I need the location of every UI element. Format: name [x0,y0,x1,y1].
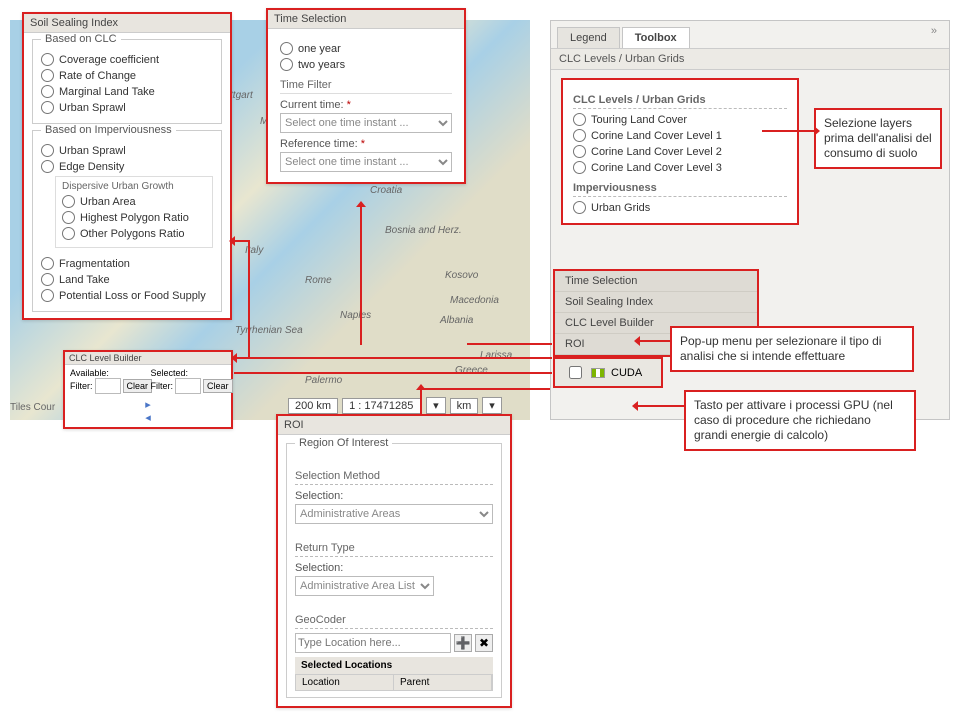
cuda-checkbox[interactable] [569,366,582,379]
geocoder-input[interactable] [295,633,451,653]
select-method[interactable]: Administrative Areas [295,504,493,524]
roi-panel: ROI Region Of Interest Selection Method … [276,414,512,708]
map-label: Albania [440,315,473,326]
tab-legend[interactable]: Legend [557,27,620,48]
breadcrumb: CLC Levels / Urban Grids [551,48,949,70]
radio-urban-grids[interactable]: Urban Grids [573,201,787,214]
radio-corine1[interactable]: Corine Land Cover Level 1 [573,129,787,142]
map-label: Palermo [305,375,342,386]
scale-bar: 200 km 1 : 17471285 ▾ km ▾ [288,397,502,414]
callout-layers: Selezione layers prima dell'analisi del … [814,108,942,169]
panel-title: ROI [278,416,510,435]
radio-potloss[interactable]: Potential Loss or Food Supply [41,289,213,302]
label-current-time: Current time: [280,99,452,111]
radio-rate[interactable]: Rate of Change [41,69,213,82]
label-sel-method: Selection Method [295,468,493,485]
map-label: Naples [340,310,371,321]
map-label: Macedonia [450,295,499,306]
expand-icon[interactable]: » [931,25,937,37]
tab-bar: Legend Toolbox [551,21,949,48]
clear-available-button[interactable]: Clear [123,379,153,393]
fieldset-label: Based on CLC [41,33,121,45]
label-ref-time: Reference time: [280,138,452,150]
label-selected: Selected: [151,368,221,378]
map-label: Croatia [370,185,402,196]
map-label: Greece [455,365,488,376]
label-selected-locations: Selected Locations [295,657,493,674]
clc-builder-panel: CLC Level Builder Available: Filter: Cle… [63,350,233,429]
select-return-type[interactable]: Administrative Area List [295,576,434,596]
menu-soil[interactable]: Soil Sealing Index [555,292,757,313]
cuda-icon [591,368,605,378]
nested-title: Dispersive Urban Growth [62,181,206,192]
panel-title: Time Selection [268,10,464,29]
map-label: Tyrrhenian Sea [235,325,303,336]
label-geocoder: GeoCoder [295,612,493,629]
callout-gpu: Tasto per attivare i processi GPU (nel c… [684,390,916,451]
map-label: Bosnia and Herz. [385,225,462,236]
panel-title: CLC Level Builder [65,352,231,365]
label-available: Available: [70,368,140,378]
select-current-time[interactable]: Select one time instant ... [280,113,452,133]
group-title: CLC Levels / Urban Grids [573,92,787,109]
radio-frag[interactable]: Fragmentation [41,257,213,270]
callout-popup: Pop-up menu per selezionare il tipo di a… [670,326,914,372]
clear-selected-button[interactable]: Clear [203,379,233,393]
select-ref-time[interactable]: Select one time instant ... [280,152,452,172]
radio-hpr[interactable]: Highest Polygon Ratio [62,211,206,224]
transfer-buttons[interactable]: ▸◂ [70,398,226,424]
cuda-toggle[interactable]: CUDA [553,357,663,388]
label-return-type: Return Type [295,540,493,557]
fieldset-label: Time Filter [280,77,452,94]
scale-unit-dropdown-icon[interactable]: ▾ [482,397,502,414]
tab-toolbox[interactable]: Toolbox [622,27,690,48]
scale-distance: 200 km [288,398,338,414]
radio-corine3[interactable]: Corine Land Cover Level 3 [573,161,787,174]
label-selection: Selection: [295,490,493,502]
fieldset-label: Region Of Interest [295,437,392,449]
tiles-label: Tiles Cour [10,402,55,413]
scale-unit[interactable]: km [450,398,479,414]
map-label: Rome [305,275,332,286]
time-selection-panel: Time Selection one year two years Time F… [266,8,466,184]
radio-one-year[interactable]: one year [280,42,452,55]
radio-corine2[interactable]: Corine Land Cover Level 2 [573,145,787,158]
scale-dropdown-icon[interactable]: ▾ [426,397,446,414]
label-selection2: Selection: [295,562,493,574]
radio-marginal[interactable]: Marginal Land Take [41,85,213,98]
group-title-imp: Imperviousness [573,180,787,197]
radio-sprawl[interactable]: Urban Sprawl [41,101,213,114]
soil-sealing-panel: Soil Sealing Index Based on CLC Coverage… [22,12,232,320]
radio-touring[interactable]: Touring Land Cover [573,113,787,126]
radio-edge[interactable]: Edge Density [41,160,213,173]
radio-urban-area[interactable]: Urban Area [62,195,206,208]
locations-table-header: Location Parent [295,674,493,691]
fieldset-label: Based on Imperviousness [41,124,176,136]
radio-coverage[interactable]: Coverage coefficient [41,53,213,66]
geocoder-add-button[interactable]: ➕ [454,634,472,652]
geocoder-clear-button[interactable]: ✖ [475,634,493,652]
radio-opr[interactable]: Other Polygons Ratio [62,227,206,240]
panel-title: Soil Sealing Index [24,14,230,33]
filter-selected-input[interactable] [175,378,201,394]
menu-time[interactable]: Time Selection [555,271,757,292]
map-label: Larissa [480,350,512,361]
scale-ratio: 1 : 17471285 [342,398,422,414]
radio-landtake[interactable]: Land Take [41,273,213,286]
radio-sprawl2[interactable]: Urban Sprawl [41,144,213,157]
radio-two-years[interactable]: two years [280,58,452,71]
filter-available-input[interactable] [95,378,121,394]
map-label: Kosovo [445,270,478,281]
